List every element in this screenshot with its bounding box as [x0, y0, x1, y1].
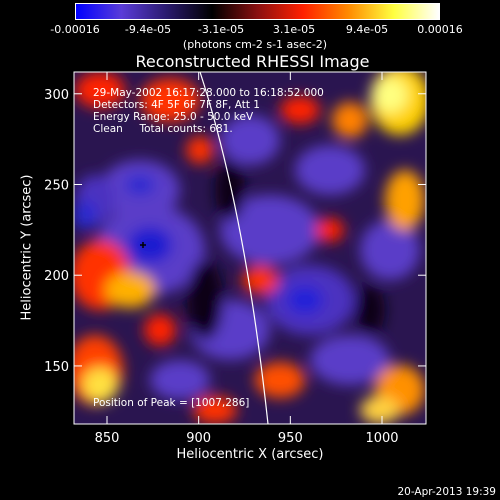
annotation-time: 29-May-2002 16:17:28.000 to 16:18:52.000 — [93, 87, 324, 99]
plot-title: Reconstructed RHESSI Image — [135, 52, 370, 71]
colorbar — [75, 3, 440, 20]
x-tick-label: 850 — [95, 431, 120, 446]
annotation-peak: Position of Peak = [1007,286] — [93, 397, 250, 409]
colorbar-tick-label: 0.00016 — [417, 23, 463, 36]
solar-limb-line — [199, 72, 269, 424]
y-tick-label: 250 — [44, 178, 69, 193]
colorbar-tick-label: 3.1e-05 — [272, 23, 316, 36]
x-tick-label: 1000 — [365, 431, 398, 446]
y-tick-label: 200 — [44, 269, 69, 284]
x-tick-label: 900 — [186, 431, 211, 446]
plot-frame — [73, 71, 427, 425]
y-tick-label: 300 — [44, 88, 69, 103]
footer-timestamp: 20-Apr-2013 19:39 — [397, 486, 496, 498]
colorbar-tick-label: -3.1e-05 — [197, 23, 245, 36]
x-axis-label: Heliocentric X (arcsec) — [176, 447, 324, 462]
colorbar-tick-label: 9.4e-05 — [345, 23, 389, 36]
annotation-detectors: Detectors: 4F 5F 6F 7F 8F, Att 1 — [93, 99, 260, 111]
annotation-clean: Clean Total counts: 681. — [93, 123, 233, 135]
rhessi-image — [74, 72, 426, 424]
annotation-energy: Energy Range: 25.0 - 50.0 keV — [93, 111, 254, 123]
colorbar-tick-label: -0.00016 — [50, 23, 100, 36]
y-axis: 150 200 250 300 — [44, 88, 426, 375]
colorbar-unit-label: (photons cm-2 s-1 asec-2) — [182, 38, 328, 51]
x-axis: 850 900 950 1000 — [95, 72, 399, 446]
colorbar-gradient — [76, 4, 439, 19]
y-tick-label: 150 — [44, 360, 69, 375]
colorbar-tick-label: -9.4e-05 — [124, 23, 172, 36]
y-axis-label: Heliocentric Y (arcsec) — [19, 174, 35, 321]
x-tick-label: 950 — [278, 431, 303, 446]
